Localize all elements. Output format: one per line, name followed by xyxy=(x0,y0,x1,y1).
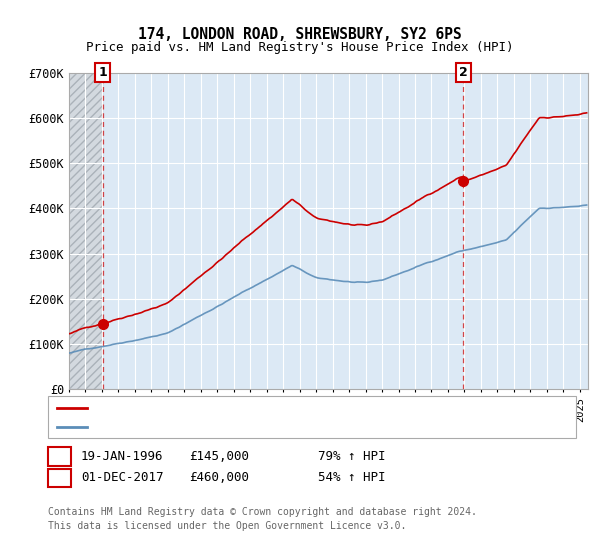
Text: 1: 1 xyxy=(56,450,63,463)
Text: 2: 2 xyxy=(56,472,63,484)
Text: 01-DEC-2017: 01-DEC-2017 xyxy=(81,472,163,484)
Text: 174, LONDON ROAD, SHREWSBURY, SY2 6PS (detached house): 174, LONDON ROAD, SHREWSBURY, SY2 6PS (d… xyxy=(93,403,458,413)
Text: 19-JAN-1996: 19-JAN-1996 xyxy=(81,450,163,463)
Text: 2: 2 xyxy=(458,66,467,80)
Text: 54% ↑ HPI: 54% ↑ HPI xyxy=(318,472,386,484)
Text: HPI: Average price, detached house, Shropshire: HPI: Average price, detached house, Shro… xyxy=(93,422,404,432)
Text: Contains HM Land Registry data © Crown copyright and database right 2024.
This d: Contains HM Land Registry data © Crown c… xyxy=(48,507,477,531)
Text: 1: 1 xyxy=(98,66,107,80)
Bar xyxy=(69,73,103,389)
Text: 174, LONDON ROAD, SHREWSBURY, SY2 6PS: 174, LONDON ROAD, SHREWSBURY, SY2 6PS xyxy=(138,27,462,42)
Text: £145,000: £145,000 xyxy=(189,450,249,463)
Text: 79% ↑ HPI: 79% ↑ HPI xyxy=(318,450,386,463)
Text: £460,000: £460,000 xyxy=(189,472,249,484)
Text: Price paid vs. HM Land Registry's House Price Index (HPI): Price paid vs. HM Land Registry's House … xyxy=(86,41,514,54)
Bar xyxy=(69,73,103,389)
